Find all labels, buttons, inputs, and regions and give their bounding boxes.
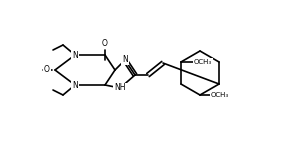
Text: OCH₃: OCH₃ bbox=[194, 59, 212, 65]
Text: O: O bbox=[44, 66, 50, 75]
Text: N: N bbox=[122, 56, 128, 64]
Text: N: N bbox=[72, 81, 78, 90]
Text: O: O bbox=[102, 39, 108, 48]
Text: NH: NH bbox=[114, 84, 126, 93]
Text: OCH₃: OCH₃ bbox=[211, 92, 229, 98]
Text: N: N bbox=[72, 51, 78, 60]
